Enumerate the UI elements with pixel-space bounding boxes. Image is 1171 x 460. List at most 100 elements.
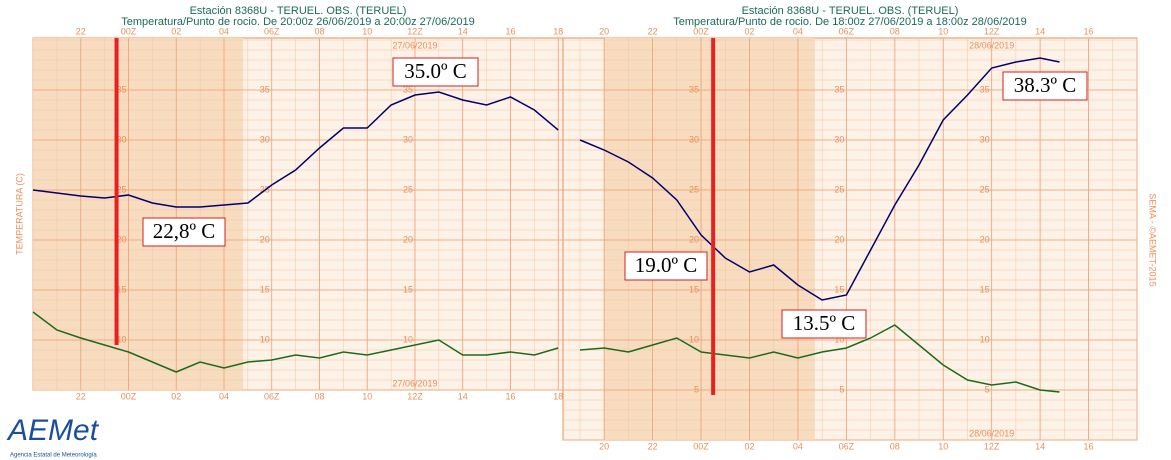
x-tick-label: 02	[744, 26, 754, 36]
y-tick-label: 25	[834, 184, 844, 194]
x-tick-label: 20	[599, 26, 609, 36]
x-tick-label: 04	[793, 26, 803, 36]
y-tick-label: 20	[403, 234, 413, 244]
y-tick-label: 30	[689, 134, 699, 144]
y-tick-label: 35	[116, 84, 126, 94]
annotation: 22,8º C	[153, 219, 216, 243]
y-tick-label: 10	[834, 334, 844, 344]
x-tick-label: 08	[890, 26, 900, 36]
x-tick-label: 04	[219, 26, 229, 36]
x-tick-label: 00Z	[693, 26, 709, 36]
x-tick-label: 14	[458, 26, 468, 36]
series-line	[579, 57, 1060, 301]
y-tick-label: 35	[834, 84, 844, 94]
x-tick-label: 14	[1035, 441, 1045, 451]
y-tick-label: 20	[834, 234, 844, 244]
x-tick-label: 22	[648, 26, 658, 36]
x-tick-label: 06Z	[839, 441, 855, 451]
annotation-box	[392, 57, 479, 87]
annotation: 13.5º C	[793, 311, 856, 335]
y-tick-label: 30	[834, 134, 844, 144]
y-tick-label: 35	[260, 84, 270, 94]
annotation: 35.0º C	[404, 59, 467, 83]
annotation: 38.3º C	[1014, 73, 1077, 97]
y-tick-label: 30	[980, 134, 990, 144]
chart: 22 22 00Z 00Z 02 02 04 04 06Z 06Z 08 08 10 10 12Z 12Z 14…	[14, 5, 564, 401]
date-label: 27/06/2019	[392, 378, 437, 388]
x-tick-label: 22	[648, 441, 658, 451]
credit: SEMA - ©AEMET-2015	[1148, 193, 1158, 286]
y-tick-label: 20	[980, 234, 990, 244]
x-tick-label: 08	[314, 391, 324, 401]
x-tick-label: 12Z	[407, 391, 423, 401]
x-tick-label: 00Z	[121, 26, 137, 36]
x-tick-label: 06Z	[264, 26, 280, 36]
date-label: 28/06/2019	[969, 428, 1014, 438]
y-tick-label: 30	[260, 134, 270, 144]
y-tick-label: 20	[689, 234, 699, 244]
series-line	[579, 324, 1060, 393]
logo-name: AEMet	[6, 414, 100, 447]
y-tick-label: 10	[689, 334, 699, 344]
y-tick-label: 30	[403, 134, 413, 144]
y-tick-label: 20	[116, 234, 126, 244]
y-tick-label: 25	[116, 184, 126, 194]
night-shade	[604, 38, 815, 440]
x-tick-label: 08	[890, 441, 900, 451]
x-tick-label: 00Z	[693, 441, 709, 451]
y-tick-label: 10	[116, 334, 126, 344]
y-tick-label: 5	[985, 384, 990, 394]
y-tick-label: 20	[260, 234, 270, 244]
x-tick-label: 06Z	[264, 391, 280, 401]
annotation-box	[624, 251, 708, 281]
y-tick-label: 25	[403, 184, 413, 194]
x-tick-label: 12Z	[407, 26, 423, 36]
x-tick-label: 10	[362, 391, 372, 401]
y-tick-label: 10	[980, 334, 990, 344]
logo: AEMet Agencia Estatal de Meteorología	[6, 414, 100, 459]
y-tick-label: 15	[980, 284, 990, 294]
x-tick-label: 14	[1035, 26, 1045, 36]
y-tick-label: 35	[980, 84, 990, 94]
x-tick-label: 02	[171, 26, 181, 36]
x-tick-label: 10	[938, 441, 948, 451]
annotation-box	[1002, 71, 1088, 101]
x-tick-label: 02	[171, 391, 181, 401]
y-tick-label: 10	[260, 334, 270, 344]
x-tick-label: 08	[314, 26, 324, 36]
x-tick-label: 18	[553, 26, 563, 36]
series-line	[32, 91, 559, 208]
logo-subtitle: Agencia Estatal de Meteorología	[10, 453, 97, 459]
date-label: 27/06/2019	[392, 40, 437, 50]
chart: 20 20 22 22 00Z 00Z 02 02 04 04 06Z 06Z 08 08 10 10 12Z 1…	[562, 5, 1138, 451]
series-line	[32, 311, 559, 373]
y-tick-label: 5	[839, 384, 844, 394]
date-label: 28/06/2019	[969, 40, 1014, 50]
chart-subtitle: Temperatura/Punto de rocio. De 18:00z 27…	[673, 16, 1026, 28]
y-tick-label: 10	[403, 334, 413, 344]
y-tick-label: 15	[834, 284, 844, 294]
y-tick-label: 15	[260, 284, 270, 294]
x-tick-label: 12Z	[984, 26, 1000, 36]
x-tick-label: 16	[505, 391, 515, 401]
x-tick-label: 10	[938, 26, 948, 36]
night-shade	[33, 38, 244, 390]
x-tick-label: 06Z	[839, 26, 855, 36]
x-tick-label: 16	[1084, 26, 1094, 36]
x-tick-label: 16	[505, 26, 515, 36]
y-tick-label: 5	[694, 384, 699, 394]
x-tick-label: 04	[219, 391, 229, 401]
y-tick-label: 15	[116, 284, 126, 294]
y-tick-label: 35	[689, 84, 699, 94]
chart-title: Estación 8368U - TERUEL. OBS. (TERUEL)	[742, 5, 959, 17]
x-tick-label: 12Z	[984, 441, 1000, 451]
annotation-box	[781, 309, 867, 339]
chart-title: Estación 8368U - TERUEL. OBS. (TERUEL)	[190, 5, 407, 17]
x-tick-label: 22	[76, 391, 86, 401]
annotation: 19.0º C	[635, 253, 698, 277]
y-tick-label: 25	[980, 184, 990, 194]
x-tick-label: 18	[553, 391, 563, 401]
x-tick-label: 16	[1084, 441, 1094, 451]
chart-subtitle: Temperatura/Punto de rocio. De 20:00z 26…	[121, 16, 474, 28]
